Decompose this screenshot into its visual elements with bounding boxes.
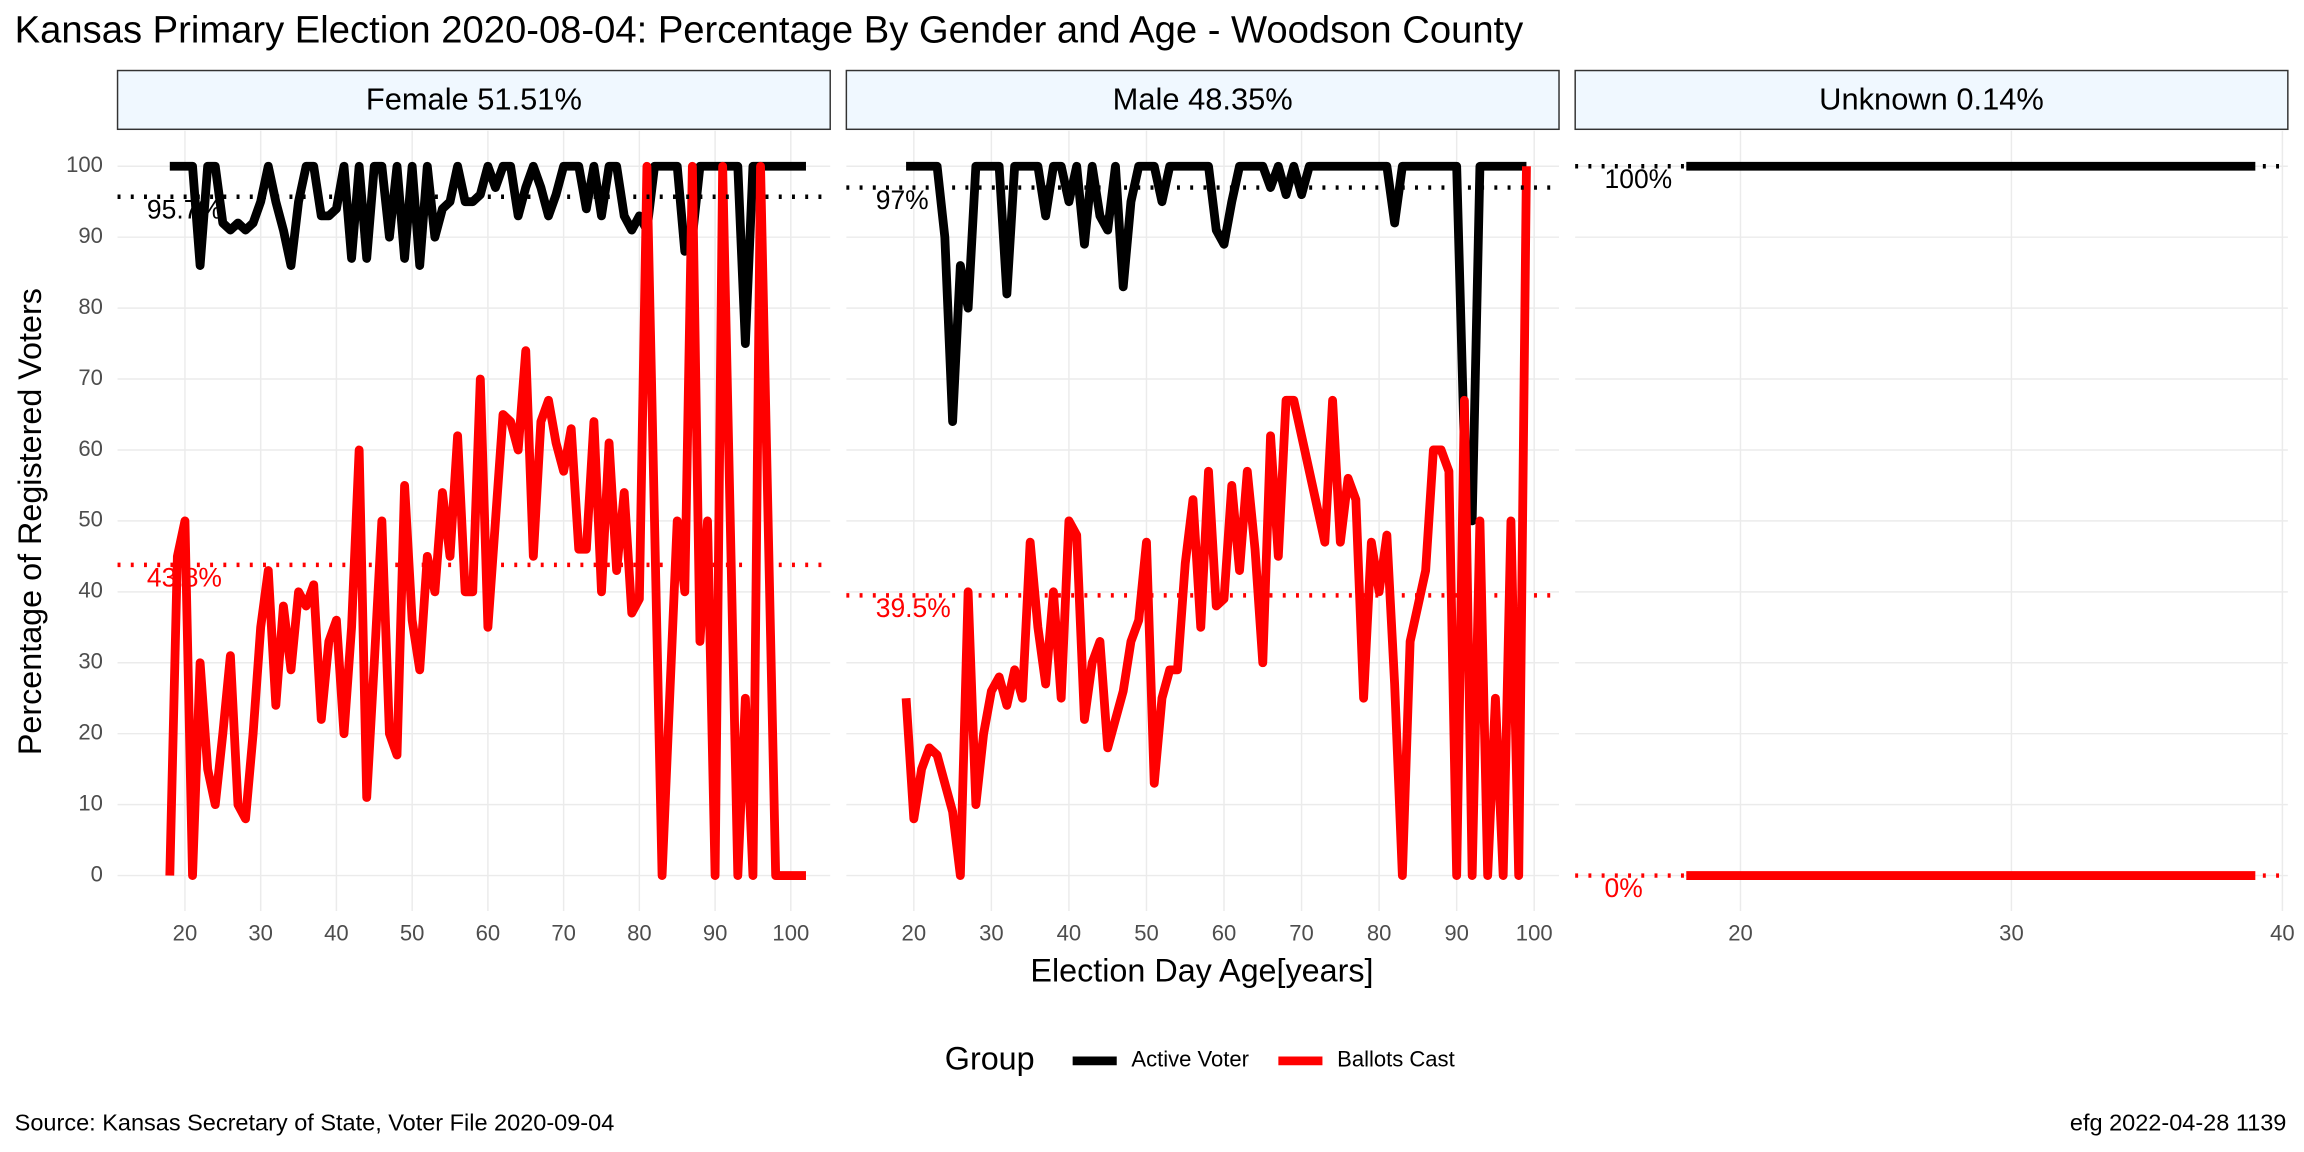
- reference-label: 95.7%: [147, 194, 222, 224]
- x-tick-label: 70: [1289, 920, 1314, 945]
- legend-label: Active Voter: [1131, 1047, 1249, 1072]
- y-tick-label: 80: [78, 294, 103, 319]
- x-tick-label: 100: [772, 920, 809, 945]
- y-tick-label: 30: [78, 649, 103, 674]
- y-tick-label: 100: [66, 152, 103, 177]
- x-tick-label: 50: [1134, 920, 1159, 945]
- x-tick-label: 100: [1516, 920, 1553, 945]
- reference-label: 97%: [876, 185, 929, 215]
- x-tick-label: 60: [476, 920, 501, 945]
- facet-title: Female 51.51%: [366, 82, 582, 117]
- x-tick-label: 60: [1212, 920, 1237, 945]
- x-tick-label: 20: [173, 920, 198, 945]
- reference-label: 0%: [1605, 873, 1643, 903]
- series-line: [906, 161, 1527, 526]
- x-tick-label: 30: [1999, 920, 2024, 945]
- legend-label: Ballots Cast: [1337, 1047, 1455, 1072]
- x-tick-label: 40: [324, 920, 349, 945]
- y-tick-label: 40: [78, 578, 103, 603]
- x-tick-label: 30: [248, 920, 273, 945]
- credit-caption: efg 2022-04-28 1139: [2070, 1109, 2286, 1135]
- source-caption: Source: Kansas Secretary of State, Voter…: [15, 1109, 615, 1135]
- y-tick-label: 10: [78, 790, 103, 815]
- x-tick-label: 90: [1444, 920, 1469, 945]
- x-tick-label: 40: [1057, 920, 1082, 945]
- y-tick-label: 20: [78, 720, 103, 745]
- y-tick-label: 60: [78, 436, 103, 461]
- y-tick-label: 0: [91, 861, 103, 886]
- x-tick-label: 80: [1367, 920, 1392, 945]
- series-line: [165, 161, 806, 880]
- facet-strip: [1574, 69, 2289, 131]
- x-tick-label: 70: [551, 920, 576, 945]
- series-line: [169, 161, 806, 348]
- facet-strip: [116, 69, 831, 131]
- y-tick-label: 70: [78, 365, 103, 390]
- x-tick-label: 30: [979, 920, 1004, 945]
- x-axis-title: Election Day Age[years]: [1030, 952, 1373, 988]
- series-line: [901, 166, 1531, 880]
- x-tick-label: 20: [1728, 920, 1753, 945]
- reference-label: 43.8%: [147, 563, 222, 593]
- y-tick-label: 90: [78, 223, 103, 248]
- y-tick-label: 50: [78, 507, 103, 532]
- legend-title: Group: [945, 1040, 1035, 1076]
- facet-title: Male 48.35%: [1113, 82, 1293, 117]
- chart-title: Kansas Primary Election 2020-08-04: Perc…: [15, 8, 1524, 51]
- reference-label: 100%: [1605, 164, 1673, 194]
- x-tick-label: 20: [902, 920, 927, 945]
- reference-label: 39.5%: [876, 593, 951, 623]
- x-tick-label: 80: [627, 920, 652, 945]
- facet-strip: [845, 69, 1560, 131]
- facet-title: Unknown 0.14%: [1819, 82, 2044, 117]
- x-tick-label: 40: [2270, 920, 2295, 945]
- x-tick-label: 50: [400, 920, 425, 945]
- x-tick-label: 90: [703, 920, 728, 945]
- y-axis-title: Percentage of Registered Voters: [12, 288, 48, 755]
